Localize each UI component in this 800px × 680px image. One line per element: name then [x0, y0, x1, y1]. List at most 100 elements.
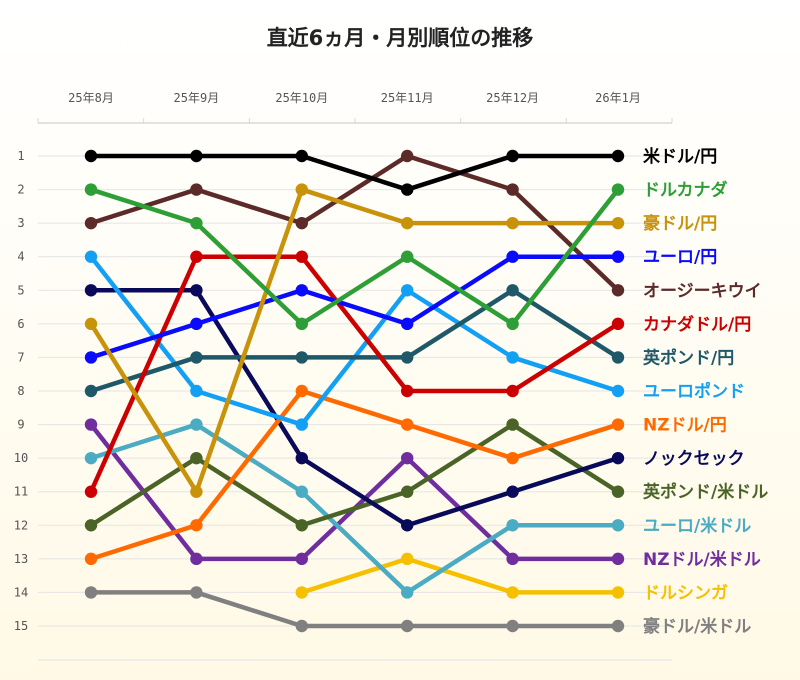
series-point-14 — [611, 619, 625, 633]
series-point-0 — [401, 183, 414, 196]
series-point-1 — [506, 317, 519, 331]
y-tick-label: 6 — [17, 317, 24, 331]
series-line-7 — [89, 255, 619, 427]
series-line-3 — [90, 254, 618, 360]
series-line-5 — [88, 254, 620, 493]
series-point-8 — [611, 418, 625, 431]
series-line-13 — [301, 556, 618, 595]
series-point-13 — [295, 586, 308, 599]
series-point-3 — [84, 351, 98, 364]
series-point-12 — [84, 418, 98, 431]
x-tick-label: 26年1月 — [595, 91, 641, 105]
series-point-10 — [506, 418, 519, 431]
x-tick-label: 25年10月 — [275, 91, 328, 105]
series-point-8 — [506, 451, 519, 465]
series-point-9 — [611, 451, 625, 465]
series-point-10 — [295, 519, 308, 532]
series-point-0 — [506, 149, 519, 163]
series-label: ドルシンガ — [643, 583, 728, 603]
series-point-0 — [190, 149, 203, 163]
series-point-8 — [295, 384, 308, 398]
series-point-6 — [84, 384, 98, 398]
chart-title: 直近6ヵ月・月別順位の推移 — [266, 26, 534, 50]
series-point-0 — [84, 149, 98, 163]
series-label: 豪ドル/円 — [643, 213, 717, 234]
y-tick-label: 3 — [17, 216, 24, 230]
series-label: ノックセック — [643, 449, 745, 469]
y-tick-label: 13 — [14, 552, 28, 566]
series-label: ドルカナダ — [643, 180, 728, 201]
series-point-5 — [611, 317, 625, 331]
series-point-3 — [190, 317, 203, 331]
series-label: オージーキウイ — [643, 281, 762, 301]
series-point-5 — [401, 384, 414, 398]
series-point-14 — [506, 619, 519, 633]
series-point-7 — [401, 284, 414, 297]
series-point-13 — [611, 586, 625, 599]
series-point-4 — [84, 216, 98, 230]
series-point-9 — [295, 451, 308, 465]
series-point-12 — [611, 552, 625, 566]
series-point-2 — [295, 183, 308, 196]
series-point-11 — [401, 586, 414, 599]
series-point-2 — [506, 216, 519, 230]
series-point-3 — [401, 317, 414, 331]
series-point-4 — [401, 149, 414, 163]
y-tick-label: 5 — [17, 283, 24, 297]
series-point-7 — [506, 351, 519, 364]
series-point-12 — [401, 451, 414, 465]
series-point-6 — [190, 351, 203, 364]
y-tick-label: 11 — [14, 485, 28, 499]
series-point-8 — [84, 552, 98, 566]
series-point-4 — [611, 284, 625, 297]
x-tick-label: 25年8月 — [68, 91, 114, 105]
series-label: 英ポンド/米ドル — [643, 482, 768, 503]
series-line-11 — [90, 422, 618, 595]
series-point-4 — [506, 183, 519, 196]
series-point-1 — [84, 183, 98, 196]
series-point-7 — [611, 384, 625, 398]
series-point-10 — [611, 485, 625, 498]
series-line-2 — [89, 187, 618, 494]
series-line-14 — [91, 590, 618, 629]
x-tick-label: 25年11月 — [381, 91, 434, 105]
series-point-9 — [401, 519, 414, 532]
series-point-1 — [190, 216, 203, 230]
series-point-10 — [401, 485, 414, 498]
series-point-2 — [401, 216, 414, 230]
series-point-3 — [506, 250, 519, 263]
series-point-4 — [190, 183, 203, 196]
y-tick-label: 7 — [17, 350, 24, 364]
series-label: NZドル/円 — [643, 416, 727, 436]
y-tick-label: 4 — [17, 250, 24, 264]
series-point-5 — [295, 250, 308, 263]
series-point-4 — [295, 216, 308, 230]
series-point-9 — [84, 284, 98, 297]
series-label: ユーロポンド — [643, 381, 745, 402]
series-label: 豪ドル/米ドル — [643, 616, 751, 637]
series-point-5 — [190, 250, 203, 263]
series-point-3 — [611, 250, 625, 263]
series-label: 米ドル/円 — [643, 146, 717, 167]
x-tick-label: 25年12月 — [486, 91, 539, 105]
y-tick-label: 14 — [14, 585, 28, 599]
series-point-11 — [295, 485, 308, 498]
series-point-2 — [611, 216, 625, 230]
series-point-3 — [295, 284, 308, 297]
series-point-0 — [611, 149, 625, 163]
series-point-10 — [84, 519, 98, 532]
series-point-5 — [84, 485, 98, 498]
series-point-6 — [401, 351, 414, 364]
series-point-5 — [506, 384, 519, 398]
series-label: カナダドル/円 — [643, 314, 751, 335]
x-tick-label: 25年9月 — [174, 91, 220, 105]
series-point-9 — [506, 485, 519, 498]
series-point-12 — [506, 552, 519, 566]
series-line-9 — [91, 288, 619, 528]
y-tick-label: 15 — [14, 619, 28, 633]
series-line-10 — [89, 422, 620, 528]
series-point-13 — [401, 552, 414, 566]
series-point-2 — [190, 485, 203, 498]
y-tick-label: 12 — [14, 518, 28, 532]
